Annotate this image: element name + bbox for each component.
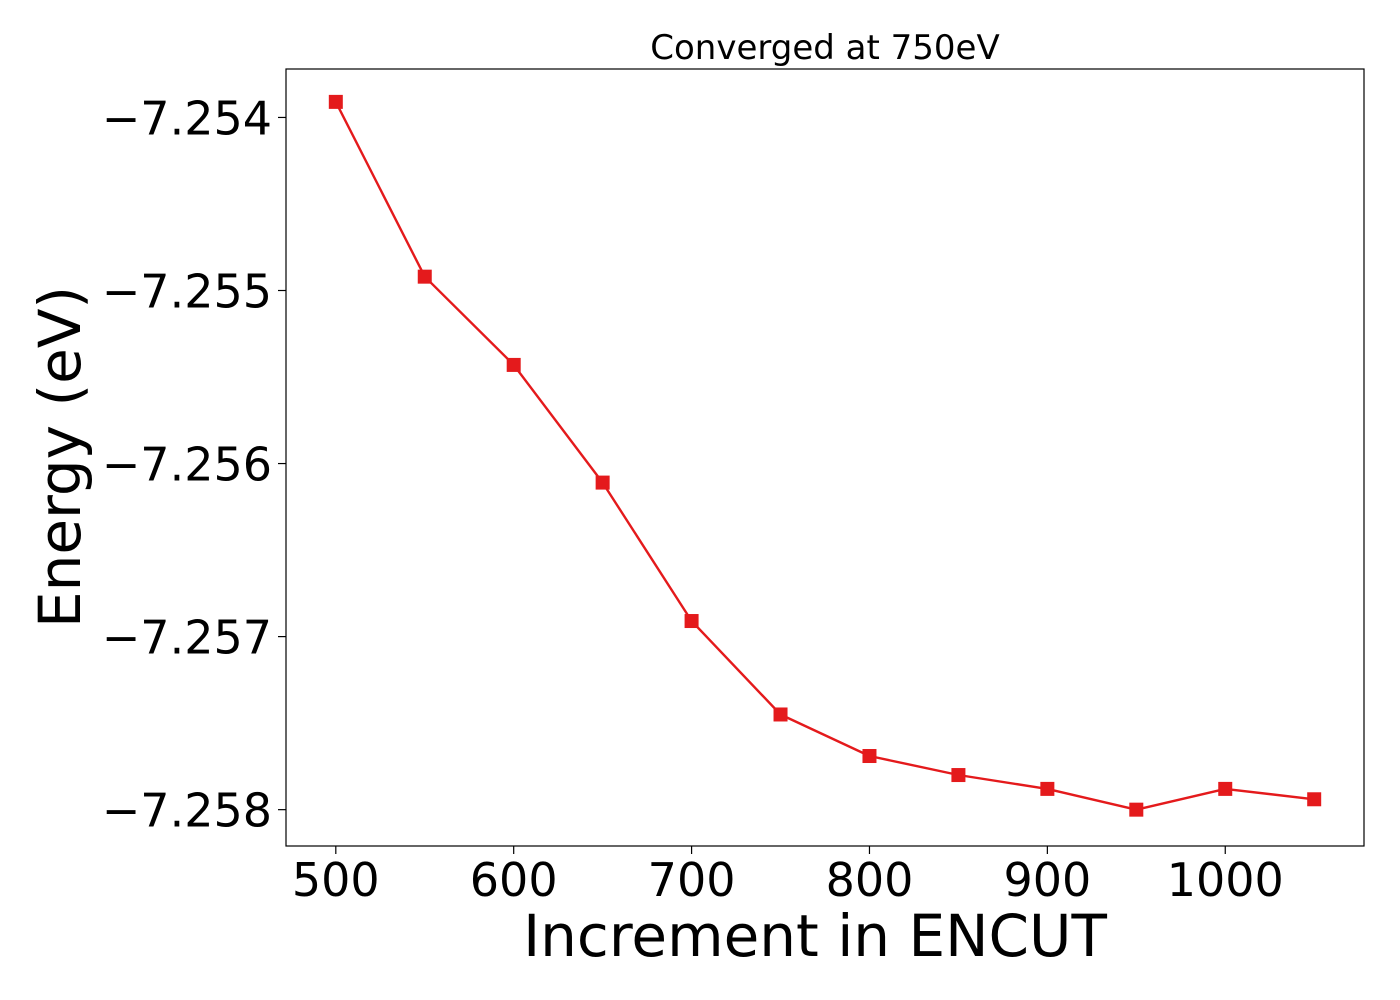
data-point-marker [1307,792,1322,807]
data-point-marker [506,357,521,372]
x-tick-label: 1000 [1167,853,1284,907]
y-axis-label: Energy (eV) [26,286,94,628]
data-point-marker [595,475,610,490]
data-point-marker [417,269,432,284]
energy-series [328,94,1322,817]
data-point-marker [328,94,343,109]
data-point-marker [1129,802,1144,817]
y-axis-ticks: −7.254 −7.255 −7.256 −7.257 −7.258 [102,91,286,838]
x-axis-label: Increment in ENCUT [523,902,1107,970]
y-tick-label: −7.256 [102,438,272,492]
y-tick-label: −7.255 [102,265,272,319]
x-tick-label: 800 [826,853,914,907]
x-tick-label: 700 [648,853,736,907]
x-tick-label: 500 [292,853,380,907]
chart-title: Converged at 750eV [650,28,999,68]
data-point-marker [1040,781,1055,796]
x-tick-label: 900 [1003,853,1091,907]
x-tick-label: 600 [470,853,558,907]
y-tick-label: −7.257 [102,611,272,665]
data-point-marker [684,614,699,629]
data-point-marker [862,749,877,764]
data-point-marker [951,768,966,783]
series-line [334,101,1315,811]
x-axis-ticks: 500 600 700 800 900 1000 [292,846,1284,907]
data-point-marker [1218,781,1233,796]
plot-frame [285,68,1365,847]
y-tick-label: −7.254 [102,91,272,145]
y-tick-label: −7.258 [102,784,272,838]
data-point-marker [773,707,788,722]
